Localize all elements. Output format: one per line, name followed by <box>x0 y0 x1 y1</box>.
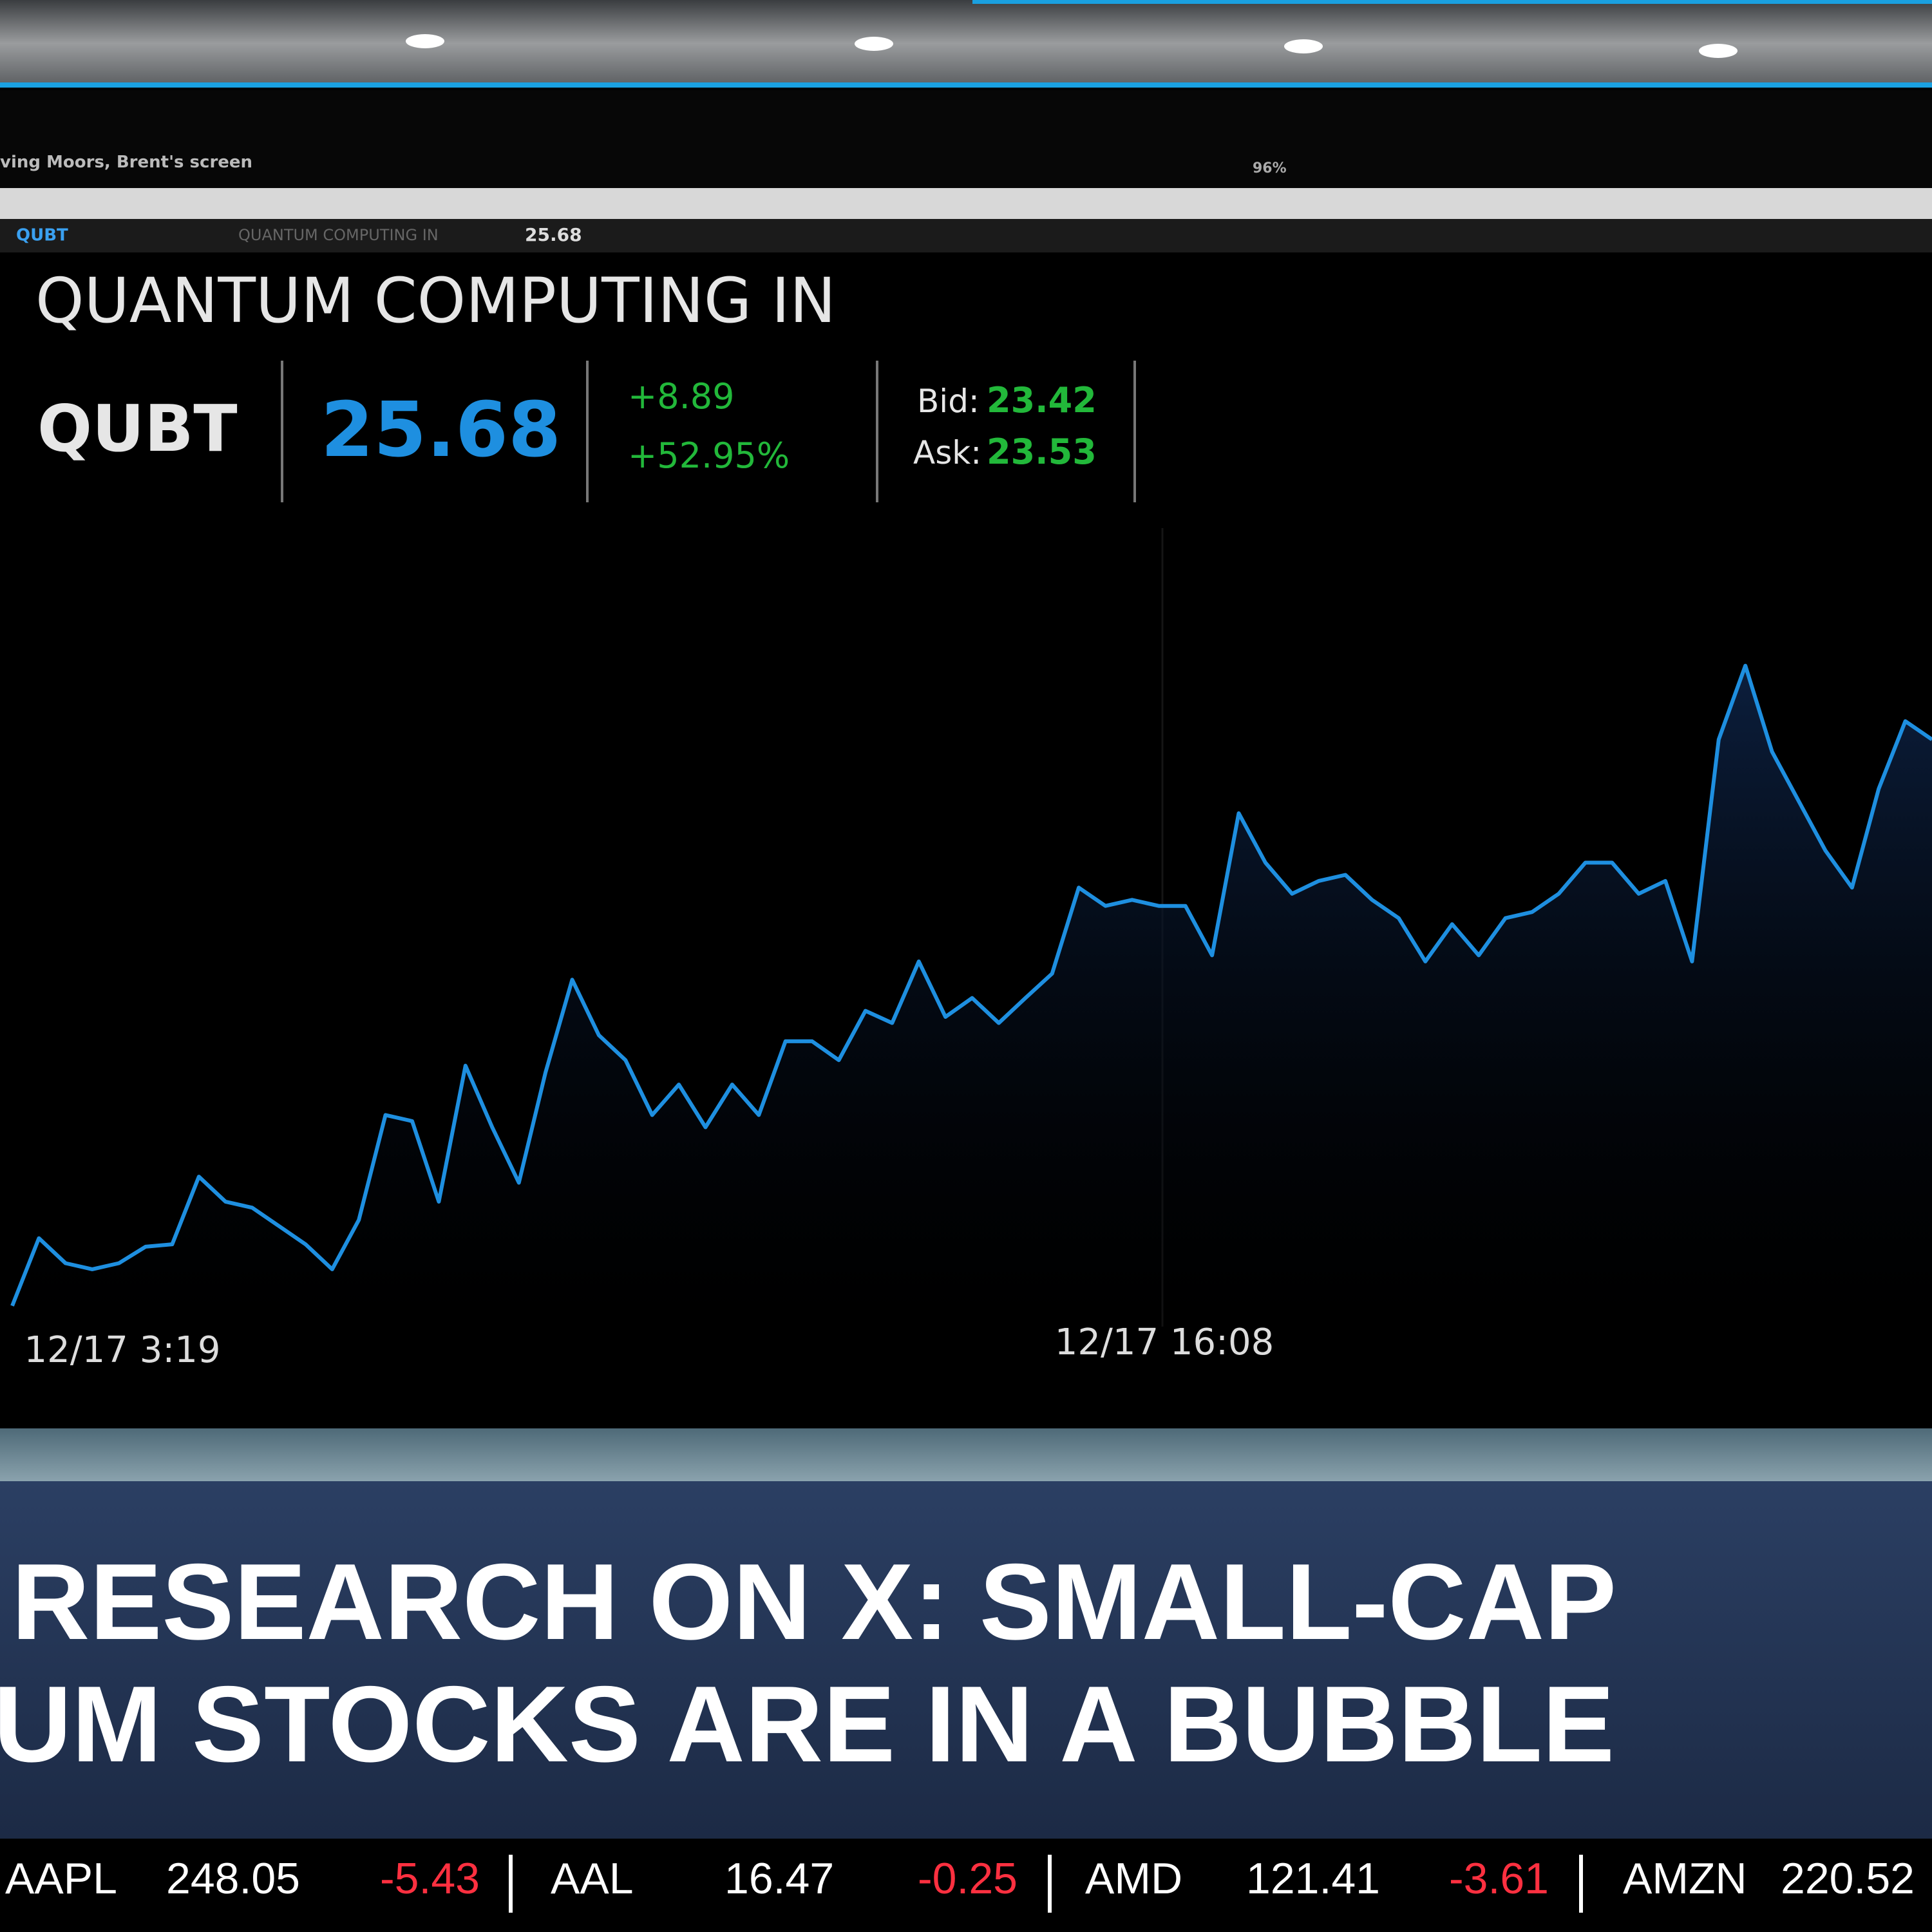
headline-line: RESEARCH ON X: SMALL-CAP <box>12 1541 1616 1662</box>
quote-change-percent: +52.95% <box>628 435 790 476</box>
blue-rim-top <box>972 0 1932 4</box>
ticker-price: 248.05 <box>166 1854 300 1903</box>
toolbar-price: 25.68 <box>525 224 582 245</box>
ticker-change: -3.61 <box>1449 1854 1549 1903</box>
quote-change: +8.89 <box>628 376 734 417</box>
ticker-price: 121.41 <box>1246 1854 1380 1903</box>
quote-price: 25.68 <box>321 385 561 474</box>
toolbar-name: QUANTUM COMPUTING IN <box>238 226 439 244</box>
x-tick-label: 12/17 16:08 <box>1055 1321 1274 1363</box>
ceiling <box>0 0 1932 87</box>
toolbar <box>0 219 1932 252</box>
ticker-symbol: AAPL <box>5 1854 117 1903</box>
ticker-symbol: AAL <box>551 1854 634 1903</box>
quote-dividers <box>281 361 1136 502</box>
ticker-change: -5.43 <box>380 1854 480 1903</box>
quote-symbol: QUBT <box>37 391 238 466</box>
price-line <box>10 663 1932 1307</box>
headline-panel <box>0 1481 1932 1839</box>
blue-rim <box>0 82 1932 88</box>
ask-value: 23.53 <box>987 431 1097 472</box>
share-caption: ving Moors, Brent's screen <box>0 153 252 172</box>
ticker: AAPL 248.05 -5.43 AAL 16.47 -0.25 AMD 121.41 -3.… <box>5 1854 1915 1913</box>
ticker-symbol: AMD <box>1085 1854 1182 1903</box>
x-tick-label: 12/17 3:19 <box>24 1329 221 1371</box>
window-bar <box>0 90 1932 190</box>
bid-label: Bid: <box>917 383 980 420</box>
zoom-level: 96% <box>1253 160 1287 176</box>
ceiling-lights <box>406 34 1738 58</box>
ticker-divider <box>1579 1855 1583 1913</box>
ticker-bar <box>0 1839 1932 1932</box>
chart <box>10 663 1932 1327</box>
bid-value: 23.42 <box>987 380 1097 421</box>
ticker-divider <box>509 1855 513 1913</box>
ticker-price: 220.52 <box>1781 1854 1915 1903</box>
ticker-change: -0.25 <box>918 1854 1018 1903</box>
ticker-price: 16.47 <box>724 1854 834 1903</box>
quote-title: QUANTUM COMPUTING IN <box>35 265 836 337</box>
ticker-symbol: AMZN <box>1623 1854 1747 1903</box>
toolbar-symbol: QUBT <box>16 226 68 245</box>
area-fill <box>12 665 1932 1327</box>
ticker-divider <box>1048 1855 1052 1913</box>
address-bar <box>0 188 1932 219</box>
headline-line: UM STOCKS ARE IN A BUBBLE <box>0 1663 1615 1785</box>
ask-label: Ask: <box>913 434 981 471</box>
monitor-edge <box>0 1428 1932 1481</box>
